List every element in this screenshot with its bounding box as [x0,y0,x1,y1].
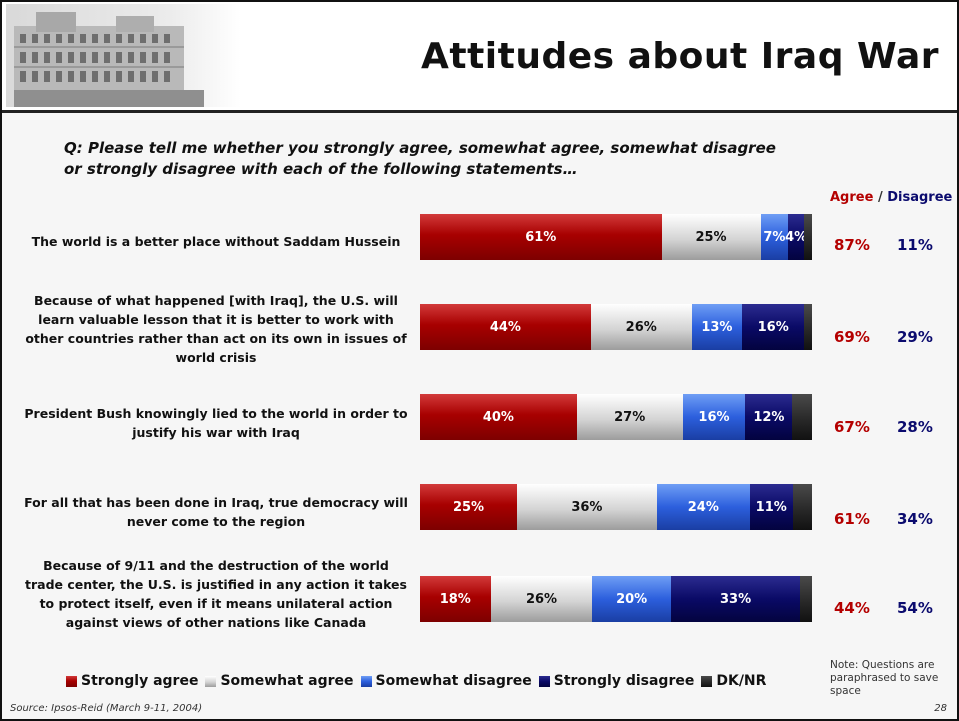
slide-title: Attitudes about Iraq War [421,36,939,77]
segment-strongly-disagree: 4% [785,214,807,260]
segment-strongly-agree: 44% [420,304,591,350]
legend-item: Somewhat agree [205,673,354,689]
agree-total: 69% [834,328,870,346]
segment-strongly-agree: 61% [420,214,662,260]
segment-strongly-agree: 18% [420,576,491,622]
legend-swatch [701,675,713,687]
legend-swatch [360,675,372,687]
segment-somewhat-agree: 36% [517,484,657,530]
agree-total: 44% [834,599,870,617]
legend-label: Somewhat disagree [375,673,532,689]
agree-total: 67% [834,418,870,436]
statement-label: For all that has been done in Iraq, true… [24,495,408,529]
survey-question: Q: Please tell me whether you strongly a… [64,139,776,178]
statement-label: President Bush knowingly lied to the wor… [24,406,408,440]
header-divider [2,110,957,113]
segment-somewhat-disagree: 13% [691,304,743,350]
legend-item: DK/NR [701,673,766,689]
segment-dknr [792,394,812,440]
legend-item: Strongly disagree [538,673,695,689]
stacked-bar: 40% 27% 16% 12% [420,394,812,440]
disagree-total: 29% [897,328,933,346]
statement-label: The world is a better place without Sadd… [31,234,401,249]
disagree-total: 34% [897,510,933,528]
segment-strongly-disagree: 12% [745,394,793,440]
legend-item: Strongly agree [66,673,198,689]
disagree-header: Disagree [887,190,953,205]
stacked-bar: 61% 25% 7% 4% [420,214,812,260]
segment-strongly-disagree: 33% [670,576,801,622]
chart-legend: Strongly agree Somewhat agree Somewhat d… [66,673,773,689]
segment-dknr [804,304,812,350]
footnote: Note: Questions are paraphrased to save … [830,659,939,697]
legend-swatch [66,675,77,687]
legend-label: Strongly agree [81,673,199,689]
agree-header: Agree [830,190,874,205]
segment-somewhat-agree: 27% [576,394,683,440]
segment-somewhat-disagree: 16% [682,394,746,440]
segment-somewhat-agree: 25% [661,214,761,260]
segment-strongly-agree: 25% [420,484,518,530]
legend-label: DK/NR [716,673,767,689]
legend-item: Somewhat disagree [360,673,532,689]
source-citation: Source: Ipsos-Reid (March 9-11, 2004) [10,703,203,714]
stacked-bar: 25% 36% 24% 11% [420,484,812,530]
agree-disagree-header: Agree / Disagree [830,190,952,205]
stacked-bar: 44% 26% 13% 16% [420,304,812,350]
disagree-total: 28% [897,418,933,436]
segment-strongly-agree: 40% [420,394,577,440]
segment-somewhat-agree: 26% [490,576,593,622]
agree-total: 87% [834,236,870,254]
segment-strongly-disagree: 11% [749,484,793,530]
legend-label: Strongly disagree [553,673,695,689]
statement-label: Because of what happened [with Iraq], th… [25,293,407,365]
building-photo [6,4,241,107]
header: Attitudes about Iraq War [2,2,957,110]
segment-somewhat-disagree: 7% [760,214,789,260]
disagree-total: 54% [897,599,933,617]
segment-somewhat-disagree: 24% [656,484,750,530]
legend-swatch [205,675,217,687]
segment-somewhat-agree: 26% [590,304,692,350]
stacked-bar: 18% 26% 20% 33% [420,576,812,622]
legend-label: Somewhat agree [220,673,354,689]
legend-swatch [538,675,550,687]
statement-label: Because of 9/11 and the destruction of t… [25,558,407,630]
segment-strongly-disagree: 16% [742,304,805,350]
segment-dknr [804,214,812,260]
header-separator: / [877,190,883,205]
agree-total: 61% [834,510,870,528]
disagree-total: 11% [897,236,933,254]
segment-dknr [800,576,812,622]
page-number: 28 [934,703,947,714]
segment-somewhat-disagree: 20% [592,576,671,622]
segment-dknr [792,484,812,530]
